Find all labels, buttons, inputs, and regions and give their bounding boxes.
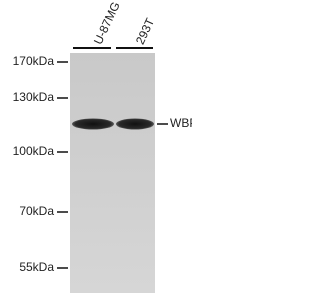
marker-label: 170kDa — [13, 54, 55, 68]
lane-label: 293T — [133, 15, 158, 46]
band — [116, 118, 154, 130]
marker-label: 70kDa — [19, 204, 54, 218]
band-label: WBP11 — [170, 116, 192, 130]
blot-membrane — [70, 53, 155, 293]
marker-label: 55kDa — [19, 260, 54, 274]
western-blot: U-87MG 293T WBP11 170kDa 130kDa 100kDa 70kD… — [13, 0, 192, 293]
marker-group: 170kDa 130kDa 100kDa 70kDa 55kDa — [13, 54, 68, 274]
marker-label: 130kDa — [13, 90, 55, 104]
marker-label: 100kDa — [13, 144, 55, 158]
lane-label: U-87MG — [91, 0, 123, 47]
band — [72, 118, 114, 130]
